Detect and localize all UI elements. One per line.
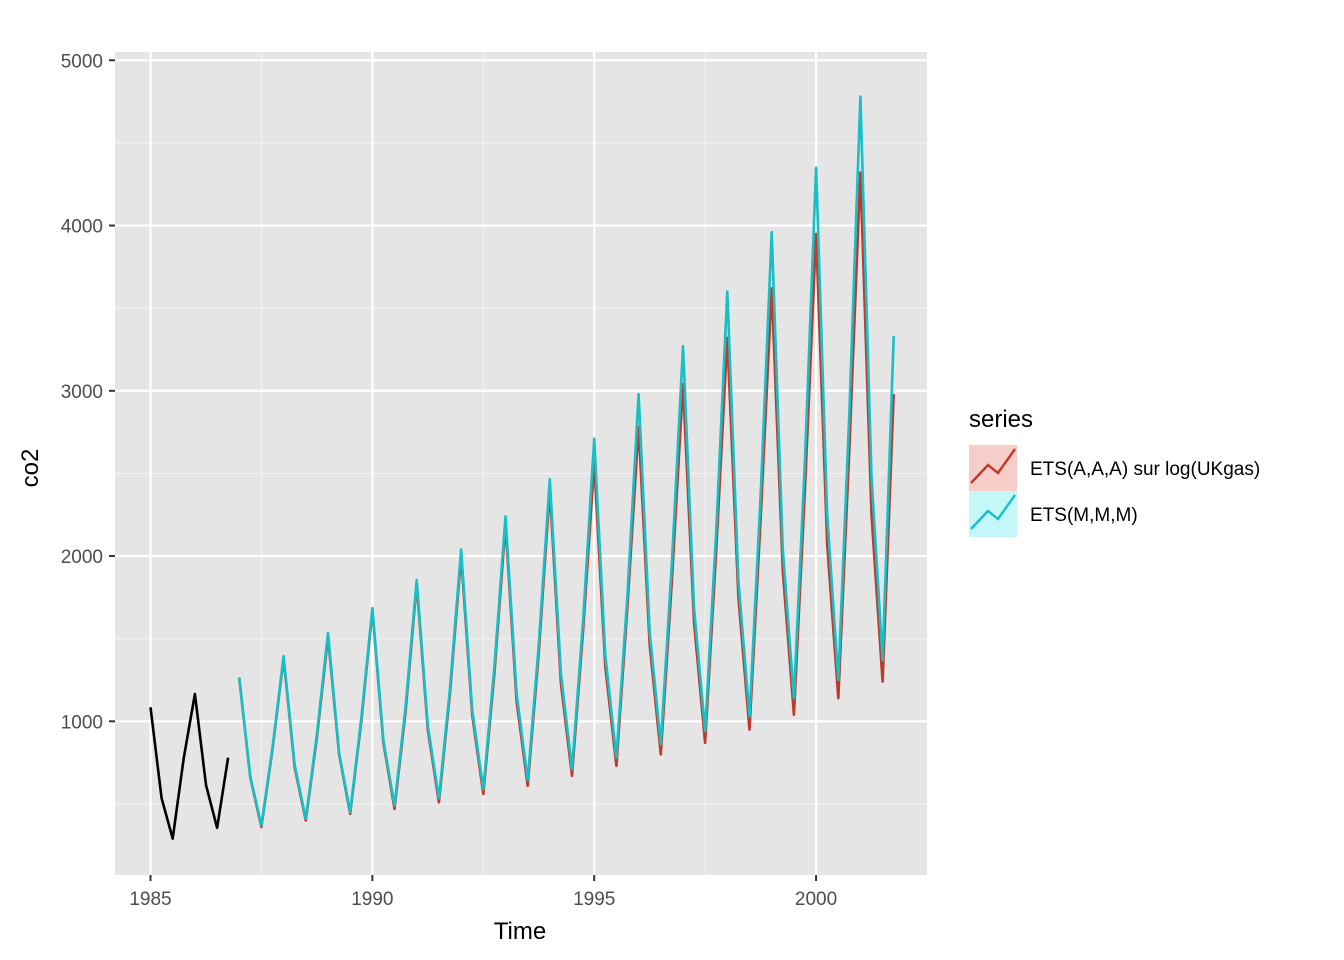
y-tick-label: 2000 bbox=[61, 547, 103, 568]
legend-label-ets-mmm: ETS(M,M,M) bbox=[1030, 505, 1138, 526]
history-line bbox=[149, 692, 230, 840]
x-tick-label: 1990 bbox=[351, 889, 393, 910]
y-tick-label: 1000 bbox=[61, 712, 103, 733]
legend: series ETS(A,A,A) sur log(UKgas) ETS(M,M… bbox=[969, 406, 1260, 537]
series-lines bbox=[149, 95, 895, 840]
x-tick-label: 1985 bbox=[129, 889, 171, 910]
y-tick-label: 5000 bbox=[61, 51, 103, 72]
legend-key-line bbox=[970, 448, 1016, 484]
y-tick-labels: 1000 2000 3000 4000 5000 bbox=[61, 51, 103, 733]
series-line-ets-mmm bbox=[237, 95, 895, 827]
x-tick-labels: 1985 1990 1995 2000 bbox=[129, 889, 837, 910]
y-tick-label: 3000 bbox=[61, 382, 103, 403]
axis-ticks bbox=[109, 59, 818, 881]
legend-title: series bbox=[969, 406, 1033, 433]
legend-keys bbox=[969, 445, 1017, 537]
y-axis-title: co2 bbox=[17, 449, 44, 488]
legend-key-line bbox=[970, 494, 1016, 530]
minor-gridlines bbox=[115, 52, 927, 875]
x-tick-label: 2000 bbox=[795, 889, 837, 910]
y-tick-label: 4000 bbox=[61, 217, 103, 238]
x-axis-title: Time bbox=[494, 918, 546, 945]
x-tick-label: 1995 bbox=[573, 889, 615, 910]
legend-label-ets-aaa: ETS(A,A,A) sur log(UKgas) bbox=[1030, 459, 1260, 480]
